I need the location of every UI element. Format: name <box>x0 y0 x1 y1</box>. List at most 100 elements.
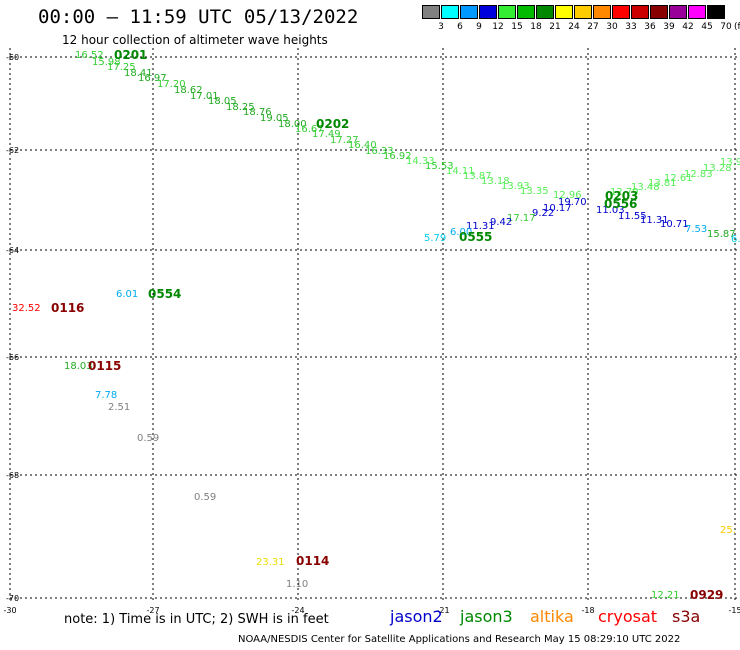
wave-height-value: 18.03 <box>64 361 93 372</box>
wave-height-value: 18.41 <box>124 68 153 79</box>
wave-height-value: 13.87 <box>463 171 492 182</box>
satellite-name-jason3: jason3 <box>460 607 513 626</box>
wave-height-value: 15.53 <box>425 161 454 172</box>
legend-swatch <box>593 5 611 19</box>
longitude-label: -21 <box>436 606 450 615</box>
legend-label: 42 <box>682 22 694 32</box>
legend-label: 70 <box>720 22 732 32</box>
wave-height-value: 18.25 <box>226 102 255 113</box>
legend-label: 3 <box>438 22 444 32</box>
wave-height-value: 13.48 <box>631 182 660 193</box>
latitude-label: -64 <box>6 246 20 255</box>
legend-label: 30 <box>606 22 618 32</box>
latitude-label: -62 <box>6 146 20 155</box>
wave-height-value: 13.18 <box>481 176 510 187</box>
longitude-label: -27 <box>146 606 160 615</box>
longitude-label: -30 <box>3 606 17 615</box>
wave-height-value: 7.78 <box>95 390 118 401</box>
legend-swatch <box>650 5 668 19</box>
legend-swatch <box>517 5 535 19</box>
legend-unit: (ft) <box>734 22 740 32</box>
wave-height-value: 14.33 <box>406 156 435 167</box>
wave-height-value: 12.83 <box>684 169 713 180</box>
wave-height-value: 18.05 <box>208 96 237 107</box>
wave-height-value: 16.92 <box>383 151 412 162</box>
pass-time-label: 0929 <box>690 588 724 602</box>
legend-label: 24 <box>568 22 580 32</box>
legend-label: 18 <box>530 22 542 32</box>
wave-height-value: 17.27 <box>330 135 359 146</box>
wave-height-value: 13.28 <box>703 163 732 174</box>
wave-height-value: 11.55 <box>618 211 647 222</box>
satellite-name-s3a: s3a <box>672 607 701 626</box>
wave-height-value: 32.52 <box>12 303 41 314</box>
pass-time-label: 0203 <box>605 189 639 203</box>
wave-height-value: 13.35 <box>520 186 549 197</box>
wave-height-value: 12.96 <box>553 190 582 201</box>
satellite-name-cryosat: cryosat <box>598 607 658 626</box>
wave-height-value: 17.01 <box>190 91 219 102</box>
pass-time-label: 0554 <box>148 287 182 301</box>
pass-time-label: 0555 <box>459 230 493 244</box>
legend-label: 15 <box>511 22 523 32</box>
wave-height-value: 9.22 <box>532 208 555 219</box>
wave-height-value: 15.87 <box>707 229 736 240</box>
legend-swatch <box>422 5 440 19</box>
longitude-label: -18 <box>581 606 595 615</box>
legend-swatch <box>555 5 573 19</box>
latitude-label: -60 <box>6 53 20 62</box>
wave-height-value: 6. <box>731 234 740 245</box>
legend-swatch <box>688 5 706 19</box>
wave-height-value: 18.76 <box>243 107 272 118</box>
latitude-label: -66 <box>6 353 20 362</box>
wave-height-value: 16.52 <box>75 50 104 61</box>
credit-line: NOAA/NESDIS Center for Satellite Applica… <box>238 634 681 645</box>
wave-height-value: 16.33 <box>365 146 394 157</box>
legend-label: 36 <box>644 22 656 32</box>
wave-height-value: 9.42 <box>490 217 513 228</box>
legend-swatch <box>498 5 516 19</box>
wave-height-value: 7.53 <box>685 224 708 235</box>
legend-swatch <box>707 5 725 19</box>
wave-height-value: 23.31 <box>256 557 285 568</box>
satellite-name-altika: altika <box>530 607 574 626</box>
wave-height-value: 16.40 <box>348 140 377 151</box>
wave-height-value: 17.20 <box>157 79 186 90</box>
legend-label: 39 <box>663 22 675 32</box>
legend-swatch <box>536 5 554 19</box>
wave-height-value: 19.05 <box>260 113 289 124</box>
wave-height-value: 16.67 <box>295 124 324 135</box>
wave-height-value: 10.17 <box>543 203 572 214</box>
legend-label: 45 <box>701 22 713 32</box>
wave-height-value: 18.00 <box>278 119 307 130</box>
wave-height-value: 11.03 <box>596 205 625 216</box>
legend-swatch <box>631 5 649 19</box>
legend-label: 9 <box>476 22 482 32</box>
wave-height-value: 0.59 <box>137 433 160 444</box>
wave-height-value: 11.31 <box>640 215 669 226</box>
chart-subtitle: 12 hour collection of altimeter wave hei… <box>62 33 328 47</box>
footer-note: note: 1) Time is in UTC; 2) SWH is in fe… <box>64 612 329 627</box>
wave-height-value: 13.9 <box>720 157 740 168</box>
legend-label: 27 <box>587 22 599 32</box>
legend-swatch <box>669 5 687 19</box>
wave-height-value: 19.70 <box>558 197 587 208</box>
wave-height-value: 14.11 <box>446 166 475 177</box>
latitude-label: -70 <box>6 594 20 603</box>
pass-time-label: 0556 <box>604 197 638 211</box>
wave-height-value: 11.31 <box>466 221 495 232</box>
longitude-label: -15 <box>728 606 740 615</box>
legend-swatch <box>574 5 592 19</box>
wave-height-value: 17.49 <box>312 129 341 140</box>
wave-height-value: 6.00 <box>450 227 473 238</box>
wave-height-value: 18.62 <box>174 85 203 96</box>
wave-height-value: 12.21 <box>651 590 680 601</box>
latitude-label: -68 <box>6 471 20 480</box>
wave-height-value: 10.71 <box>660 219 689 230</box>
legend-label: 12 <box>492 22 504 32</box>
pass-time-label: 0201 <box>114 48 148 62</box>
pass-time-label: 0116 <box>51 301 85 315</box>
legend-label: 6 <box>457 22 463 32</box>
wave-height-value: 12.79 <box>610 187 639 198</box>
